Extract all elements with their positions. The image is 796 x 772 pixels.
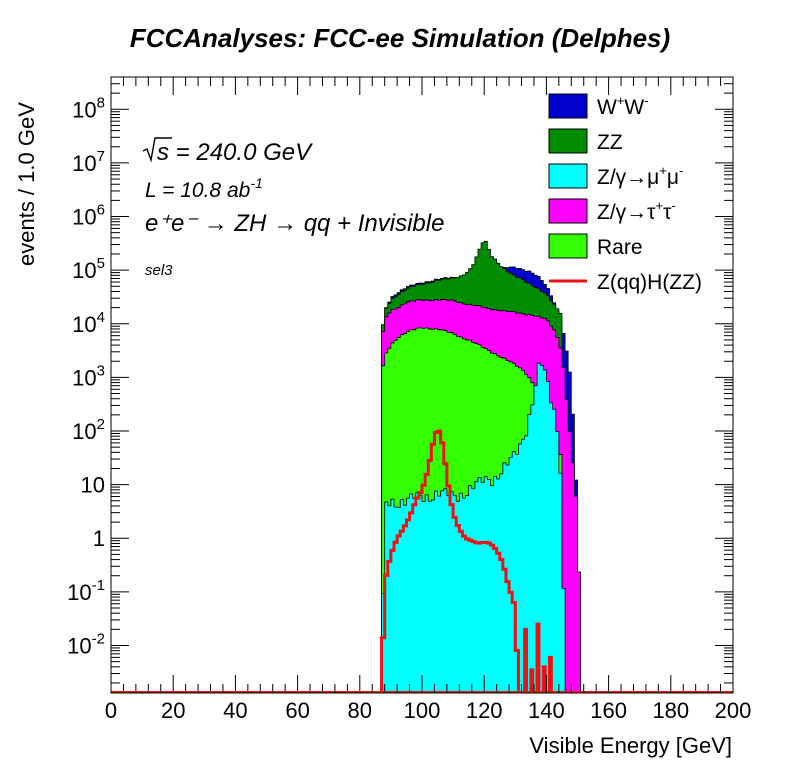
legend-entry: W+W- (548, 93, 649, 119)
series-signal-spike (548, 655, 553, 693)
y-axis-label: events / 1.0 GeV (14, 102, 39, 266)
y-tick-label: 107 (72, 148, 105, 176)
annotation-block: s = 240.0 GeV L = 10.8 ab-1 e⁺e⁻ → ZH → … (142, 137, 444, 279)
legend-entry: ZZ (548, 128, 623, 154)
selection-annotation: sel3 (145, 262, 173, 279)
x-axis-ticks: 0 20 40 60 80 100 120 140 160 180 200 (105, 77, 751, 723)
legend-label: Z/γ→τ+τ- (597, 198, 676, 224)
legend-entry: Rare (548, 233, 643, 259)
sqrt-symbol (142, 137, 172, 163)
y-tick-label: 105 (72, 255, 105, 283)
x-tick-label: 180 (652, 698, 689, 723)
legend-swatch (548, 128, 588, 154)
series-z-gamma-mumu-area (381, 362, 566, 694)
series-signal-spike (541, 665, 547, 693)
legend-label: Z(qq)H(ZZ) (597, 271, 702, 294)
legend-entry: Z/γ→μ+μ- (548, 163, 683, 189)
series-signal-spike (529, 668, 535, 693)
y-tick-label: 104 (72, 309, 105, 337)
series-signal-spike (535, 622, 541, 693)
legend-entry: Z/γ→τ+τ- (548, 198, 676, 224)
plot-area (111, 240, 733, 694)
legend-swatch (548, 93, 588, 119)
legend: W+W- ZZ Z/γ→μ+μ- Z/γ→τ+τ- Rare Z(qq)H(ZZ) (548, 93, 702, 294)
legend-swatch (548, 163, 588, 189)
process-annotation: e⁺e⁻ → ZH → qq + Invisible (145, 210, 444, 237)
legend-entry: Z(qq)H(ZZ) (549, 271, 702, 294)
series-signal-line (380, 429, 520, 693)
x-tick-label: 20 (161, 698, 185, 723)
sqrt-s-annotation: s = 240.0 GeV (157, 139, 313, 166)
chart-title: FCCAnalyses: FCC-ee Simulation (Delphes) (130, 23, 670, 53)
x-tick-label: 40 (223, 698, 247, 723)
y-tick-label: 10-1 (67, 577, 105, 605)
x-axis-label: Visible Energy [GeV] (529, 733, 732, 758)
y-tick-label: 108 (72, 94, 105, 122)
y-tick-label: 1 (93, 526, 105, 551)
legend-label: W+W- (597, 93, 649, 119)
y-tick-label: 102 (72, 416, 105, 444)
y-axis-ticks: 10-2 10-1 1 10 102 103 104 105 106 107 108 (67, 76, 733, 684)
y-tick-label: 103 (72, 362, 105, 390)
luminosity-annotation: L = 10.8 ab-1 (145, 175, 263, 202)
x-tick-label: 0 (105, 698, 117, 723)
x-tick-label: 60 (285, 698, 309, 723)
legend-label: Z/γ→μ+μ- (597, 163, 683, 189)
series-signal-spike (523, 627, 528, 693)
x-tick-label: 120 (466, 698, 503, 723)
x-tick-label: 80 (348, 698, 372, 723)
y-tick-label: 10-2 (67, 630, 105, 658)
legend-label: ZZ (597, 131, 623, 154)
x-tick-label: 200 (715, 698, 752, 723)
legend-swatch (548, 233, 588, 259)
x-tick-label: 160 (590, 698, 627, 723)
legend-swatch (548, 198, 588, 224)
y-tick-label: 10 (81, 473, 105, 498)
legend-label: Rare (597, 236, 643, 259)
x-tick-label: 140 (528, 698, 565, 723)
x-tick-label: 100 (404, 698, 441, 723)
y-tick-label: 106 (72, 202, 105, 230)
